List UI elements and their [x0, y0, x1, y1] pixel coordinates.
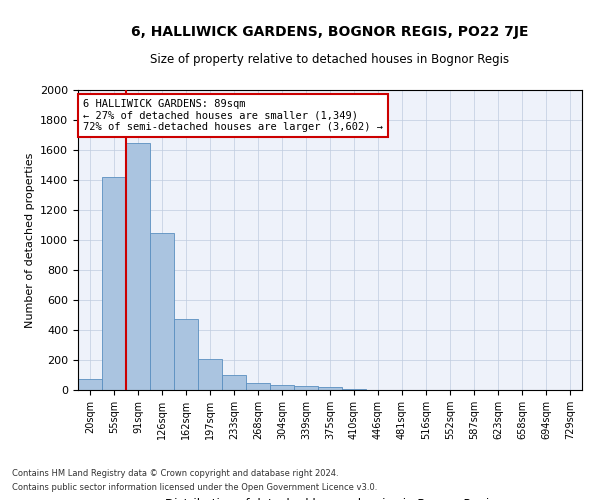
Bar — [150, 232, 174, 390]
Bar — [174, 319, 198, 390]
Bar — [78, 379, 102, 390]
X-axis label: Distribution of detached houses by size in Bognor Regis: Distribution of detached houses by size … — [165, 498, 495, 500]
Bar — [342, 388, 366, 390]
Bar — [102, 177, 126, 390]
Text: 6, HALLIWICK GARDENS, BOGNOR REGIS, PO22 7JE: 6, HALLIWICK GARDENS, BOGNOR REGIS, PO22… — [131, 25, 529, 39]
Bar — [222, 375, 246, 390]
Bar — [246, 382, 270, 390]
Bar — [294, 386, 318, 390]
Text: Contains HM Land Registry data © Crown copyright and database right 2024.: Contains HM Land Registry data © Crown c… — [12, 468, 338, 477]
Text: Size of property relative to detached houses in Bognor Regis: Size of property relative to detached ho… — [151, 52, 509, 66]
Bar — [198, 359, 222, 390]
Text: 6 HALLIWICK GARDENS: 89sqm
← 27% of detached houses are smaller (1,349)
72% of s: 6 HALLIWICK GARDENS: 89sqm ← 27% of deta… — [83, 99, 383, 132]
Bar — [126, 143, 150, 390]
Y-axis label: Number of detached properties: Number of detached properties — [25, 152, 35, 328]
Bar — [270, 385, 294, 390]
Text: Contains public sector information licensed under the Open Government Licence v3: Contains public sector information licen… — [12, 484, 377, 492]
Bar — [318, 387, 342, 390]
